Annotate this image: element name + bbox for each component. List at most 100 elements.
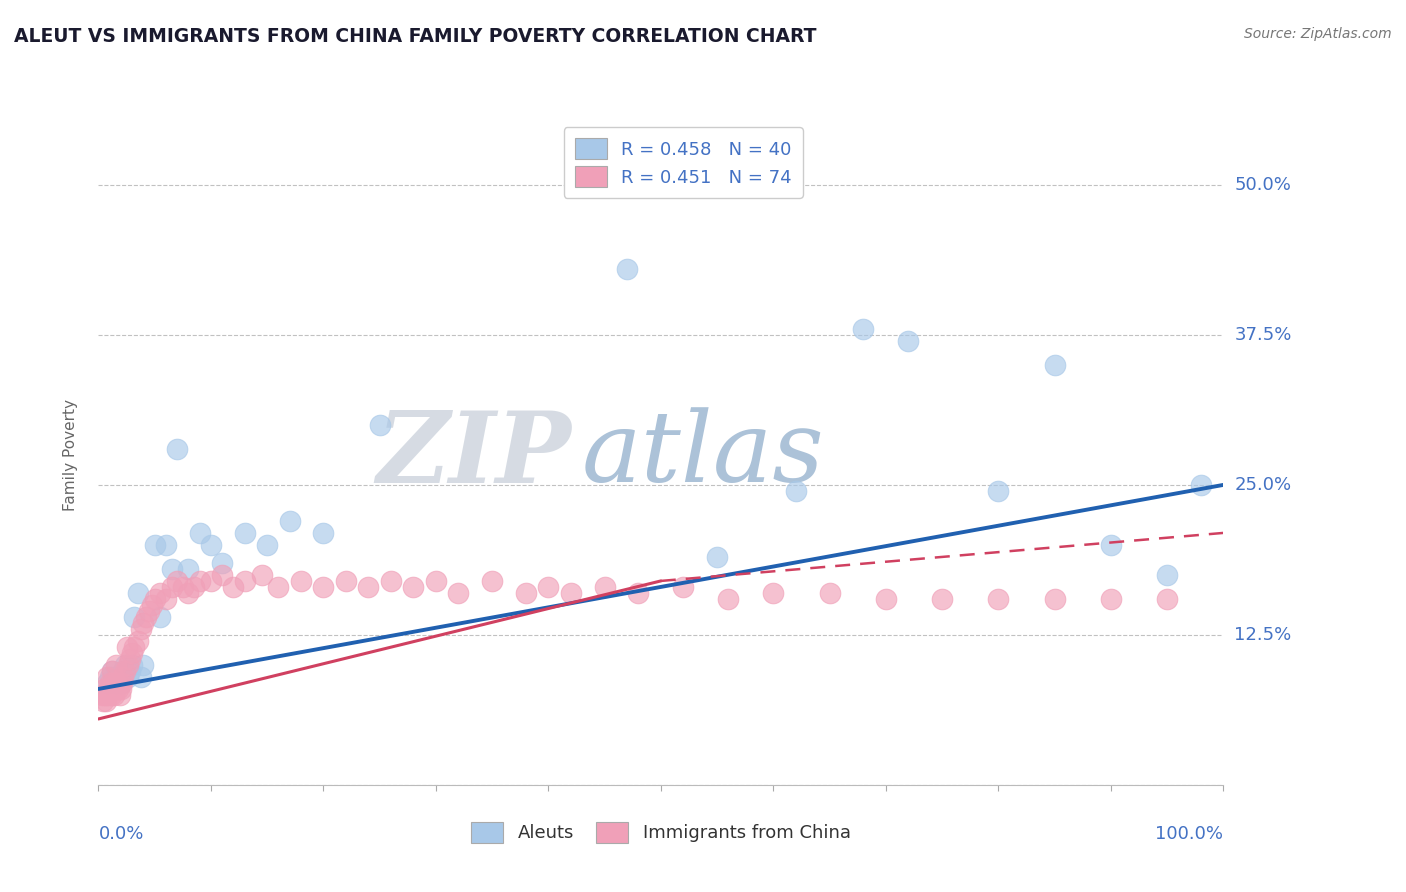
Point bbox=[1099, 591, 1122, 606]
Point bbox=[1189, 478, 1212, 492]
Point bbox=[987, 591, 1010, 606]
Point bbox=[124, 610, 146, 624]
Point bbox=[96, 676, 118, 690]
Point bbox=[96, 670, 118, 684]
Point bbox=[101, 676, 124, 690]
Point bbox=[90, 688, 112, 702]
Point bbox=[149, 610, 172, 624]
Point bbox=[818, 586, 841, 600]
Point bbox=[107, 676, 129, 690]
Point bbox=[402, 580, 425, 594]
Point bbox=[222, 580, 245, 594]
Point bbox=[706, 549, 728, 564]
Point bbox=[1156, 568, 1178, 582]
Point bbox=[160, 562, 183, 576]
Point bbox=[425, 574, 447, 588]
Point bbox=[357, 580, 380, 594]
Point bbox=[93, 681, 115, 696]
Point bbox=[560, 586, 582, 600]
Point bbox=[96, 694, 118, 708]
Point bbox=[107, 670, 129, 684]
Point bbox=[135, 610, 157, 624]
Point bbox=[481, 574, 503, 588]
Point bbox=[200, 538, 222, 552]
Point bbox=[118, 664, 141, 678]
Y-axis label: Family Poverty: Family Poverty bbox=[63, 399, 77, 511]
Point bbox=[132, 657, 155, 672]
Point bbox=[897, 334, 920, 348]
Point bbox=[312, 580, 335, 594]
Point bbox=[114, 664, 136, 678]
Text: ZIP: ZIP bbox=[375, 407, 571, 503]
Point bbox=[166, 574, 188, 588]
Point bbox=[112, 670, 135, 684]
Point bbox=[121, 646, 143, 660]
Point bbox=[593, 580, 616, 594]
Point bbox=[141, 598, 163, 612]
Point bbox=[211, 568, 233, 582]
Point bbox=[368, 417, 391, 432]
Point bbox=[104, 681, 127, 696]
Point bbox=[143, 538, 166, 552]
Point bbox=[129, 670, 152, 684]
Point bbox=[335, 574, 357, 588]
Point bbox=[111, 676, 134, 690]
Point bbox=[1043, 591, 1066, 606]
Point bbox=[1099, 538, 1122, 552]
Point bbox=[931, 591, 953, 606]
Point bbox=[117, 670, 139, 684]
Point bbox=[100, 688, 122, 702]
Text: ALEUT VS IMMIGRANTS FROM CHINA FAMILY POVERTY CORRELATION CHART: ALEUT VS IMMIGRANTS FROM CHINA FAMILY PO… bbox=[14, 27, 817, 45]
Point bbox=[537, 580, 560, 594]
Point bbox=[177, 586, 200, 600]
Point bbox=[132, 615, 155, 630]
Point bbox=[672, 580, 695, 594]
Point bbox=[149, 586, 172, 600]
Point bbox=[110, 676, 132, 690]
Point bbox=[278, 514, 301, 528]
Point bbox=[447, 586, 470, 600]
Point bbox=[91, 694, 114, 708]
Point bbox=[129, 622, 152, 636]
Point bbox=[105, 657, 128, 672]
Point bbox=[127, 634, 149, 648]
Point bbox=[143, 591, 166, 606]
Text: atlas: atlas bbox=[582, 408, 825, 502]
Text: 12.5%: 12.5% bbox=[1234, 626, 1292, 644]
Point bbox=[103, 688, 125, 702]
Point bbox=[211, 556, 233, 570]
Point bbox=[112, 664, 135, 678]
Text: Source: ZipAtlas.com: Source: ZipAtlas.com bbox=[1244, 27, 1392, 41]
Point bbox=[107, 681, 129, 696]
Point bbox=[200, 574, 222, 588]
Point bbox=[188, 574, 211, 588]
Point bbox=[515, 586, 537, 600]
Point bbox=[127, 586, 149, 600]
Point bbox=[233, 525, 256, 540]
Point bbox=[105, 676, 128, 690]
Text: 0.0%: 0.0% bbox=[98, 824, 143, 843]
Point bbox=[166, 442, 188, 456]
Point bbox=[875, 591, 897, 606]
Point bbox=[138, 604, 160, 618]
Point bbox=[380, 574, 402, 588]
Point bbox=[160, 580, 183, 594]
Point bbox=[267, 580, 290, 594]
Point bbox=[717, 591, 740, 606]
Point bbox=[101, 664, 124, 678]
Point bbox=[1043, 358, 1066, 372]
Point bbox=[172, 580, 194, 594]
Text: 50.0%: 50.0% bbox=[1234, 176, 1291, 194]
Legend: Aleuts, Immigrants from China: Aleuts, Immigrants from China bbox=[461, 813, 860, 852]
Point bbox=[290, 574, 312, 588]
Point bbox=[233, 574, 256, 588]
Point bbox=[103, 670, 125, 684]
Point bbox=[96, 688, 118, 702]
Point bbox=[155, 591, 177, 606]
Point bbox=[108, 688, 131, 702]
Point bbox=[94, 688, 117, 702]
Point bbox=[101, 681, 124, 696]
Point bbox=[124, 640, 146, 654]
Point bbox=[785, 483, 807, 498]
Point bbox=[852, 322, 875, 336]
